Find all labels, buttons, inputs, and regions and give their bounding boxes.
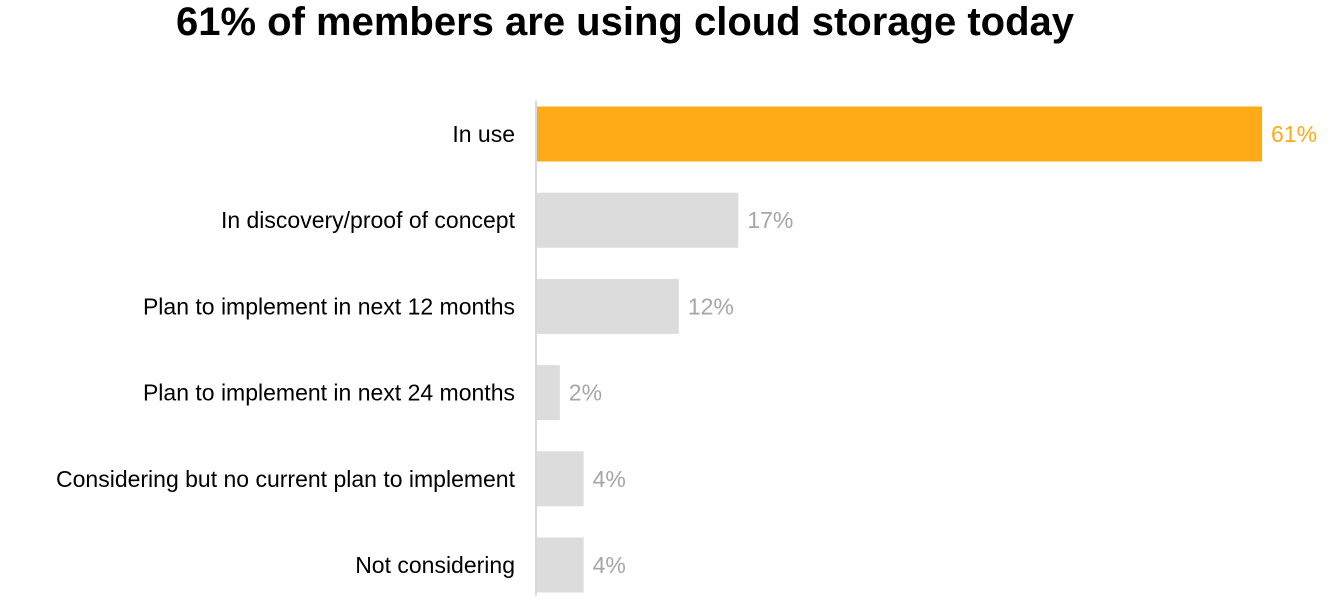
bar-5 bbox=[536, 537, 584, 593]
labels-layer: In use 61% In discovery/proof of concept 17… bbox=[56, 121, 1317, 578]
bar-1 bbox=[536, 192, 739, 248]
bar-3 bbox=[536, 365, 560, 421]
bar-4 bbox=[536, 451, 584, 507]
category-label-5: Not considering bbox=[355, 552, 515, 578]
category-label-2: Plan to implement in next 12 months bbox=[143, 293, 515, 319]
value-label-4: 4% bbox=[593, 466, 626, 492]
bars-layer bbox=[536, 106, 1262, 593]
value-label-0: 61% bbox=[1271, 121, 1317, 147]
value-label-2: 12% bbox=[688, 293, 734, 319]
bar-0 bbox=[536, 106, 1262, 162]
category-label-1: In discovery/proof of concept bbox=[221, 207, 516, 233]
value-label-1: 17% bbox=[747, 207, 793, 233]
category-label-3: Plan to implement in next 24 months bbox=[143, 380, 515, 406]
value-label-3: 2% bbox=[569, 380, 602, 406]
value-label-5: 4% bbox=[593, 552, 626, 578]
chart-title: 61% of members are using cloud storage t… bbox=[175, 0, 1075, 44]
category-label-4: Considering but no current plan to imple… bbox=[56, 466, 516, 492]
category-label-0: In use bbox=[452, 121, 515, 147]
bar-2 bbox=[536, 278, 679, 334]
